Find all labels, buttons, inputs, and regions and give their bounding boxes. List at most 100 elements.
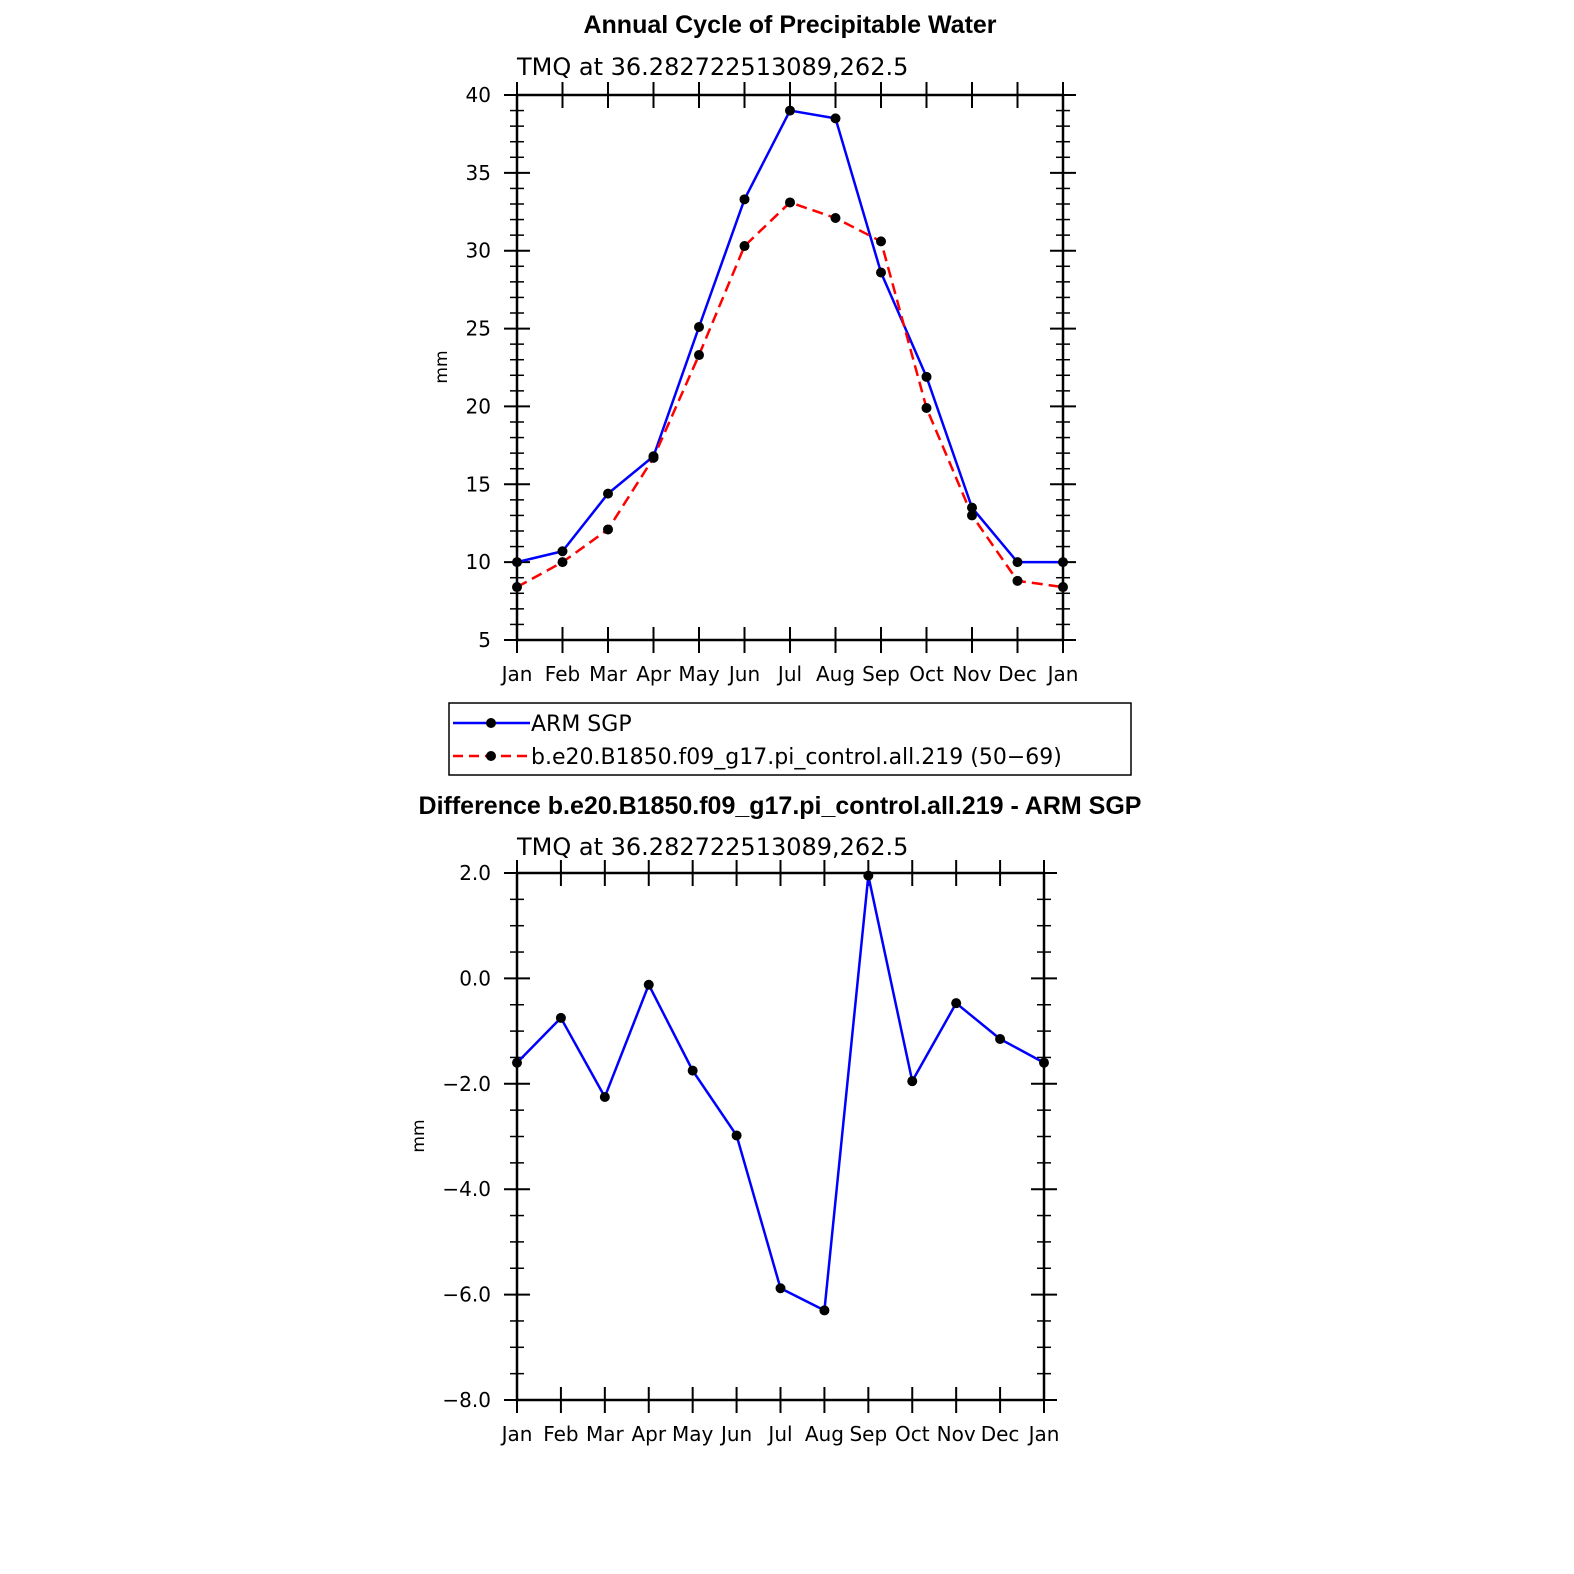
- data-point-0: [876, 267, 886, 278]
- y-axis-label: mm: [432, 350, 452, 383]
- data-point-0: [785, 105, 795, 116]
- data-point-0: [555, 1012, 566, 1023]
- x-tick-label: May: [672, 1422, 714, 1446]
- x-tick-label: Jun: [727, 662, 760, 686]
- x-tick-label: Dec: [998, 662, 1037, 686]
- x-tick-label: Apr: [636, 662, 671, 686]
- series-line-0: [516, 109, 1063, 564]
- data-point-0: [819, 1305, 830, 1316]
- x-tick-label: Feb: [545, 662, 580, 686]
- y-tick-label: 30: [466, 239, 491, 263]
- data-point-0: [687, 1065, 698, 1076]
- data-point-1: [1012, 575, 1023, 586]
- x-tick-label: Jan: [500, 662, 533, 686]
- x-tick-label: Jan: [1027, 1422, 1060, 1446]
- y-tick-label: 15: [466, 472, 491, 496]
- data-point-0: [775, 1283, 786, 1294]
- series-line-0: [516, 874, 1045, 1312]
- chart-subtitle: TMQ at 36.282722513089,262.5: [516, 833, 908, 861]
- data-point-0: [907, 1076, 918, 1087]
- x-tick-label: Jul: [776, 662, 802, 686]
- data-point-1: [785, 197, 795, 208]
- chart-title: Difference b.e20.B1850.f09_g17.pi_contro…: [419, 792, 1142, 820]
- data-point-0: [557, 546, 568, 557]
- data-point-0: [1012, 557, 1023, 568]
- annual-cycle-chart: Annual Cycle of Precipitable Water TMQ a…: [432, 11, 1078, 686]
- x-tick-label: Sep: [862, 662, 900, 686]
- data-point-0: [1058, 557, 1068, 568]
- y-tick-label: 10: [466, 550, 491, 574]
- y-tick-label: 35: [466, 161, 491, 185]
- plot-frame: [515, 93, 1065, 642]
- data-point-0: [863, 870, 874, 881]
- x-tick-label: Jul: [766, 1422, 792, 1446]
- y-axis-label: mm: [409, 1119, 429, 1152]
- legend-item-model: b.e20.B1850.f09_g17.pi_control.all.219 (…: [453, 745, 1062, 770]
- y-tick-label: −8.0: [442, 1388, 491, 1412]
- data-point-1: [557, 557, 568, 568]
- x-tick-label: Mar: [586, 1422, 625, 1446]
- data-point-0: [1039, 1057, 1049, 1068]
- chart-subtitle: TMQ at 36.282722513089,262.5: [516, 53, 908, 81]
- y-tick-label: 0.0: [459, 966, 491, 990]
- x-tick-label: Mar: [589, 662, 628, 686]
- data-point-1: [830, 213, 841, 224]
- y-tick-label: 20: [466, 394, 491, 418]
- y-tick-label: −2.0: [442, 1072, 491, 1096]
- legend-marker-arm-sgp: [486, 718, 496, 728]
- y-tick-label: 25: [466, 317, 491, 341]
- legend-box: [448, 702, 1132, 776]
- legend-marker-model: [486, 751, 496, 761]
- y-tick-label: 40: [466, 83, 491, 107]
- difference-chart: Difference b.e20.B1850.f09_g17.pi_contro…: [409, 792, 1141, 1446]
- chart-title: Annual Cycle of Precipitable Water: [583, 11, 996, 39]
- x-tick-label: Aug: [805, 1422, 844, 1446]
- x-tick-label: Oct: [895, 1422, 930, 1446]
- legend-item-arm-sgp: ARM SGP: [453, 712, 632, 737]
- x-tick-label: Oct: [909, 662, 944, 686]
- data-point-0: [512, 557, 522, 568]
- data-point-1: [603, 524, 613, 535]
- data-point-1: [967, 510, 977, 521]
- legend-label-arm-sgp: ARM SGP: [531, 712, 632, 737]
- x-tick-label: May: [678, 662, 720, 686]
- legend-label-model: b.e20.B1850.f09_g17.pi_control.all.219 (…: [531, 745, 1062, 770]
- data-point-0: [951, 998, 962, 1009]
- plot-area: Jan Feb Mar Apr May Jun Jul Aug Sep Oct Nov Dec Jan 5…: [466, 82, 1079, 686]
- x-tick-label: Nov: [937, 1422, 976, 1446]
- data-point-1: [1058, 582, 1068, 593]
- data-point-1: [921, 402, 932, 413]
- data-point-1: [739, 241, 750, 252]
- x-tick-label: Jan: [500, 1422, 533, 1446]
- data-point-0: [643, 979, 654, 990]
- data-point-0: [921, 371, 932, 382]
- x-tick-label: Apr: [631, 1422, 666, 1446]
- data-point-0: [830, 113, 841, 124]
- x-tick-label: Sep: [849, 1422, 887, 1446]
- data-point-0: [967, 502, 977, 513]
- x-tick-label: Feb: [543, 1422, 578, 1446]
- y-tick-label: −6.0: [442, 1283, 491, 1307]
- series-line-1: [516, 201, 1064, 589]
- y-tick-label: −4.0: [442, 1177, 491, 1201]
- data-point-0: [739, 194, 750, 205]
- data-point-0: [731, 1130, 742, 1141]
- data-point-1: [648, 452, 659, 463]
- x-tick-label: Jun: [719, 1422, 752, 1446]
- data-point-0: [694, 322, 704, 333]
- plot-area: Jan Feb Mar Apr May Jun Jul Aug Sep Oct Nov Dec Jan−…: [442, 860, 1059, 1446]
- data-point-0: [512, 1057, 522, 1068]
- plot-frame: [515, 871, 1046, 1402]
- y-tick-label: 2.0: [459, 861, 491, 885]
- data-point-1: [512, 582, 522, 593]
- y-tick-label: 5: [478, 628, 491, 652]
- data-point-0: [995, 1034, 1006, 1045]
- data-point-0: [603, 488, 613, 499]
- x-tick-label: Aug: [816, 662, 855, 686]
- data-point-1: [694, 350, 704, 361]
- x-tick-label: Nov: [952, 662, 991, 686]
- x-tick-label: Dec: [981, 1422, 1020, 1446]
- data-point-1: [876, 236, 886, 247]
- x-tick-label: Jan: [1046, 662, 1079, 686]
